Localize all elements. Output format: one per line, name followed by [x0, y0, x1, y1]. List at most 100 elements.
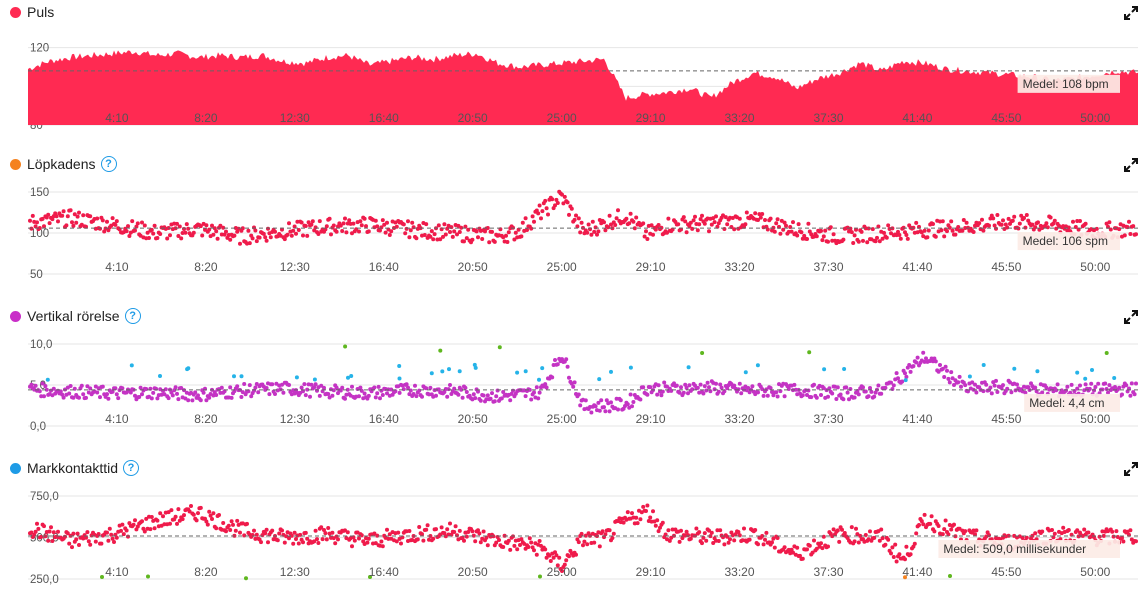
data-point: [540, 209, 545, 214]
data-point: [42, 394, 46, 399]
x-tick-label: 37:30: [813, 260, 843, 274]
cadence-expand-icon[interactable]: [1124, 158, 1138, 172]
data-point: [1009, 390, 1014, 395]
data-point: [904, 374, 909, 379]
data-point: [757, 212, 762, 217]
data-point: [1078, 383, 1082, 388]
data-point: [470, 529, 475, 534]
data-point: [665, 230, 669, 235]
data-point: [553, 550, 557, 555]
data-point: [205, 522, 210, 527]
data-point: [683, 382, 688, 387]
data-point: [695, 385, 700, 390]
data-point: [219, 232, 224, 237]
data-point: [221, 225, 226, 230]
data-point: [819, 228, 823, 233]
data-point: [655, 518, 660, 523]
data-point: [621, 520, 626, 525]
data-point: [1082, 527, 1087, 532]
data-point: [71, 395, 76, 400]
data-point: [963, 383, 968, 388]
data-point: [543, 547, 548, 552]
data-point: [294, 231, 298, 236]
data-point: [597, 544, 602, 549]
data-point: [411, 225, 416, 230]
data-point: [945, 229, 949, 234]
data-point: [994, 226, 998, 231]
data-point: [473, 539, 478, 544]
puls-expand-icon[interactable]: [1124, 6, 1138, 20]
data-point: [1003, 222, 1008, 227]
data-point: [438, 237, 443, 242]
data-point: [709, 222, 714, 227]
data-point: [838, 392, 843, 397]
data-point: [684, 529, 689, 534]
data-point: [800, 556, 805, 561]
data-point: [704, 538, 709, 543]
data-point: [140, 519, 144, 524]
data-point: [175, 521, 179, 526]
data-point: [452, 229, 457, 234]
x-tick-label: 16:40: [369, 111, 399, 125]
data-point: [698, 217, 703, 222]
data-point: [247, 383, 252, 388]
data-point: [334, 385, 339, 390]
data-point: [214, 229, 219, 234]
data-point: [289, 233, 294, 238]
vertical-expand-icon[interactable]: [1124, 310, 1138, 324]
x-tick-label: 41:40: [902, 260, 932, 274]
cadence-title-label: Löpkadens: [27, 156, 96, 172]
data-point: [844, 385, 849, 390]
data-point: [176, 507, 181, 512]
data-point: [383, 230, 388, 235]
data-point: [439, 525, 444, 530]
data-point: [512, 237, 517, 242]
data-point: [564, 558, 569, 563]
data-point: [922, 512, 927, 517]
data-point: [158, 232, 163, 236]
data-point: [898, 236, 903, 241]
vertical-help-icon[interactable]: ?: [124, 308, 141, 324]
data-point: [385, 391, 389, 396]
data-point: [894, 371, 899, 376]
data-point: [701, 391, 706, 396]
data-point: [709, 530, 714, 535]
data-point: [889, 231, 893, 236]
ground-help-icon[interactable]: ?: [123, 460, 140, 476]
data-point: [264, 527, 269, 532]
data-point: [252, 528, 256, 533]
data-point: [872, 394, 877, 399]
data-point: [424, 527, 429, 532]
data-point: [373, 218, 378, 223]
data-point: [856, 392, 861, 397]
data-point-blue: [397, 364, 402, 368]
average-label-box: [1017, 74, 1120, 93]
data-point: [1061, 525, 1066, 530]
data-point: [578, 403, 583, 408]
cadence-help-icon[interactable]: ?: [100, 156, 117, 172]
data-point: [814, 546, 819, 551]
data-point: [567, 554, 571, 559]
data-point: [228, 385, 233, 390]
data-point: [253, 228, 258, 233]
data-point: [239, 395, 244, 399]
data-point: [1045, 225, 1050, 230]
data-point: [99, 541, 104, 546]
data-point: [523, 216, 528, 221]
ground-expand-icon[interactable]: [1124, 462, 1138, 476]
data-point: [242, 382, 247, 386]
data-point: [509, 391, 514, 396]
data-point: [765, 393, 770, 398]
data-point: [707, 528, 711, 533]
data-point: [72, 212, 77, 217]
data-point: [772, 545, 777, 550]
data-point: [305, 387, 310, 392]
data-point: [1054, 388, 1059, 393]
data-point: [589, 232, 594, 237]
data-point: [70, 545, 74, 550]
x-tick-label: 33:20: [724, 111, 754, 125]
data-point: [407, 529, 412, 533]
data-point: [144, 516, 149, 521]
data-point: [718, 382, 723, 387]
